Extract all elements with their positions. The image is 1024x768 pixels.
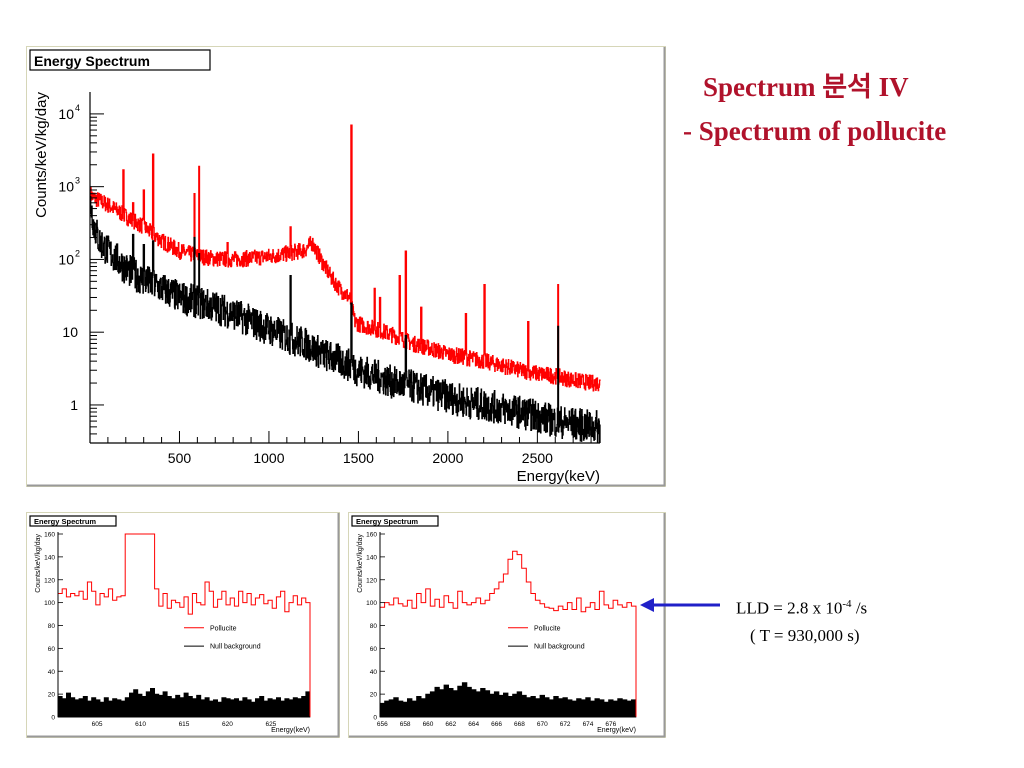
x-tick-label: 1000 xyxy=(253,450,284,466)
x-axis-label: Energy(keV) xyxy=(271,727,310,734)
y-axis-label: Counts/keV/kg/day xyxy=(33,92,50,218)
x-tick-label: 2000 xyxy=(432,450,463,466)
series-background-fill xyxy=(57,688,311,718)
zoom-chart-610kev: Energy Spectrum 0 20 40 60 80 100 120 140 160 605 6… xyxy=(26,512,340,738)
y-tick-label: 0 xyxy=(51,715,55,722)
x-tick-label: 660 xyxy=(423,721,434,728)
x-tick-label: 2500 xyxy=(522,450,553,466)
x-tick-label: 500 xyxy=(168,450,192,466)
x-tick-label: 672 xyxy=(560,721,571,728)
y-tick-label: 120 xyxy=(366,577,377,584)
plot-area xyxy=(379,550,637,718)
title-box xyxy=(29,515,117,527)
exposure-note: ( T = 930,000 s) xyxy=(750,626,860,645)
y-tick-label: 10 xyxy=(58,251,74,267)
plot-area xyxy=(90,92,601,444)
y-tick-label: 60 xyxy=(370,646,378,653)
x-tick-label: 615 xyxy=(179,721,190,728)
x-tick-label: 625 xyxy=(265,721,276,728)
y-tick-label: 100 xyxy=(44,600,55,607)
y-tick-exponent: 4 xyxy=(75,103,80,113)
plot-background xyxy=(90,92,600,443)
plot-area xyxy=(57,533,311,718)
y-tick-label: 140 xyxy=(366,554,377,561)
lld-suffix: /s xyxy=(851,598,868,618)
y-tick-label: 0 xyxy=(373,715,377,722)
main-spectrum-chart: Energy Spectrum 500 1000 1500 2000 2500 10 4 10 3… xyxy=(26,46,666,487)
y-tick-label: 20 xyxy=(370,692,378,699)
y-tick-label: 20 xyxy=(48,692,56,699)
chart-title: Energy Spectrum xyxy=(356,517,418,526)
x-tick-label: 605 xyxy=(92,721,103,728)
y-axis-label: Counts/keV/kg/day xyxy=(357,534,364,593)
y-tick-exponent: 3 xyxy=(75,176,80,186)
x-tick-label: 670 xyxy=(537,721,548,728)
x-axis-label: Energy(keV) xyxy=(517,468,600,485)
y-tick-label: 140 xyxy=(44,554,55,561)
series-pollucite-line xyxy=(57,533,311,717)
x-tick-label: 664 xyxy=(468,721,479,728)
x-axis-label: Energy(keV) xyxy=(597,727,636,734)
x-tick-label: 658 xyxy=(400,721,411,728)
y-tick-label: 10 xyxy=(58,179,74,195)
y-tick-label: 10 xyxy=(62,324,78,340)
y-tick-label: 60 xyxy=(48,646,56,653)
x-tick-label: 656 xyxy=(377,721,388,728)
lld-note: LLD = 2.8 x 10-4 /s xyxy=(736,598,867,619)
legend-label-pollucite: Pollucite xyxy=(534,625,561,632)
y-tick-label: 80 xyxy=(370,623,378,630)
x-tick-label: 674 xyxy=(583,721,594,728)
series-background-fill xyxy=(379,682,637,718)
slide-subtitle: - Spectrum of pollucite xyxy=(683,116,947,146)
y-tick-label: 120 xyxy=(44,577,55,584)
series-pollucite-line xyxy=(90,124,601,392)
x-tick-label: 668 xyxy=(514,721,525,728)
zoom-chart-666kev: Energy Spectrum 0 20 40 60 80 100 120 140 160 656 6… xyxy=(348,512,666,738)
y-tick-label: 40 xyxy=(370,669,378,676)
x-tick-label: 666 xyxy=(491,721,502,728)
y-axis-label: Counts/keV/kg/day xyxy=(35,534,42,593)
title-box xyxy=(29,49,211,71)
x-tick-label: 610 xyxy=(135,721,146,728)
series-background-line xyxy=(90,195,601,444)
y-tick-label: 160 xyxy=(44,532,55,539)
y-tick-label: 40 xyxy=(48,669,56,676)
series-pollucite-line xyxy=(379,550,637,717)
legend-label-pollucite: Pollucite xyxy=(210,625,237,632)
x-tick-label: 620 xyxy=(222,721,233,728)
chart-title: Energy Spectrum xyxy=(34,53,150,69)
x-tick-label: 676 xyxy=(605,721,616,728)
y-tick-exponent: 2 xyxy=(75,248,80,258)
chart-title: Energy Spectrum xyxy=(34,517,96,526)
y-tick-label: 1 xyxy=(70,397,78,413)
lld-exponent: -4 xyxy=(842,598,852,610)
y-tick-label: 80 xyxy=(48,623,56,630)
slide-title: Spectrum 분석 IV xyxy=(703,72,909,102)
y-tick-label: 160 xyxy=(366,532,377,539)
pointer-arrow-icon xyxy=(640,598,720,612)
legend-label-background: Null background xyxy=(210,644,261,651)
title-box xyxy=(351,515,439,527)
x-tick-label: 1500 xyxy=(343,450,374,466)
x-tick-label: 662 xyxy=(445,721,456,728)
y-tick-label: 10 xyxy=(58,106,74,122)
legend-label-background: Null background xyxy=(534,644,585,651)
y-tick-label: 100 xyxy=(366,600,377,607)
lld-prefix: LLD = 2.8 x 10 xyxy=(736,598,843,618)
